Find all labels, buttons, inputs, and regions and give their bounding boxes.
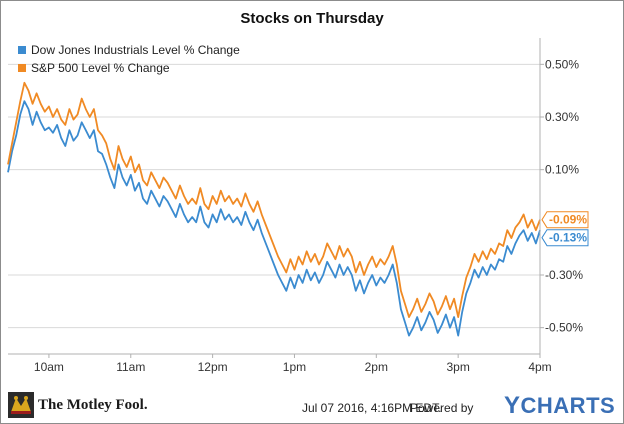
timestamp: Jul 07 2016, 4:16PM EDT. <box>302 401 442 415</box>
motley-fool-logo: The Motley Fool. <box>38 397 148 413</box>
chart-title: Stocks on Thursday <box>240 10 384 27</box>
x-tick-label: 11am <box>116 360 145 374</box>
x-tick-label: 4pm <box>528 360 551 374</box>
x-tick-label: 12pm <box>198 360 228 374</box>
legend-swatch <box>18 46 26 54</box>
ycharts-logo: YCHARTS <box>504 392 615 420</box>
legend-label: Dow Jones Industrials Level % Change <box>31 43 240 57</box>
end-value-label: -0.13% <box>549 231 587 245</box>
x-tick-label: 2pm <box>365 360 388 374</box>
end-value-flag <box>541 229 589 247</box>
end-value-flag <box>541 211 589 229</box>
legend-swatch <box>18 64 26 72</box>
jester-hat-icon <box>8 392 34 418</box>
legend: Dow Jones Industrials Level % Change S&P … <box>18 43 240 75</box>
y-tick-label: 0.30% <box>545 110 579 124</box>
series <box>7 81 541 337</box>
x-tick-label: 3pm <box>446 360 469 374</box>
grid <box>8 63 540 329</box>
y-tick-label: 0.50% <box>545 57 579 71</box>
series-line-2 <box>7 81 541 318</box>
ycharts-logo-y: Y <box>504 392 521 419</box>
y-ticks: 0.50% 0.30% 0.10% -0.30% -0.50% <box>540 57 583 335</box>
legend-label: S&P 500 Level % Change <box>31 61 170 75</box>
ycharts-logo-text: CHARTS <box>520 393 616 418</box>
y-tick-label: -0.30% <box>545 268 583 282</box>
y-tick-label: -0.50% <box>545 321 583 335</box>
y-tick-label: 0.10% <box>545 163 579 177</box>
end-labels: -0.09% -0.13% <box>541 211 589 247</box>
x-ticks: 10am 11am 12pm 1pm 2pm 3pm 4pm <box>34 354 552 374</box>
plot-area <box>8 38 540 354</box>
x-tick-label: 10am <box>34 360 64 374</box>
powered-by-label: Powered by <box>410 401 474 415</box>
series-line-1 <box>7 100 541 337</box>
x-tick-label: 1pm <box>283 360 306 374</box>
end-value-label: -0.09% <box>549 213 587 227</box>
footer: The Motley Fool. Jul 07 2016, 4:16PM EDT… <box>0 386 624 424</box>
